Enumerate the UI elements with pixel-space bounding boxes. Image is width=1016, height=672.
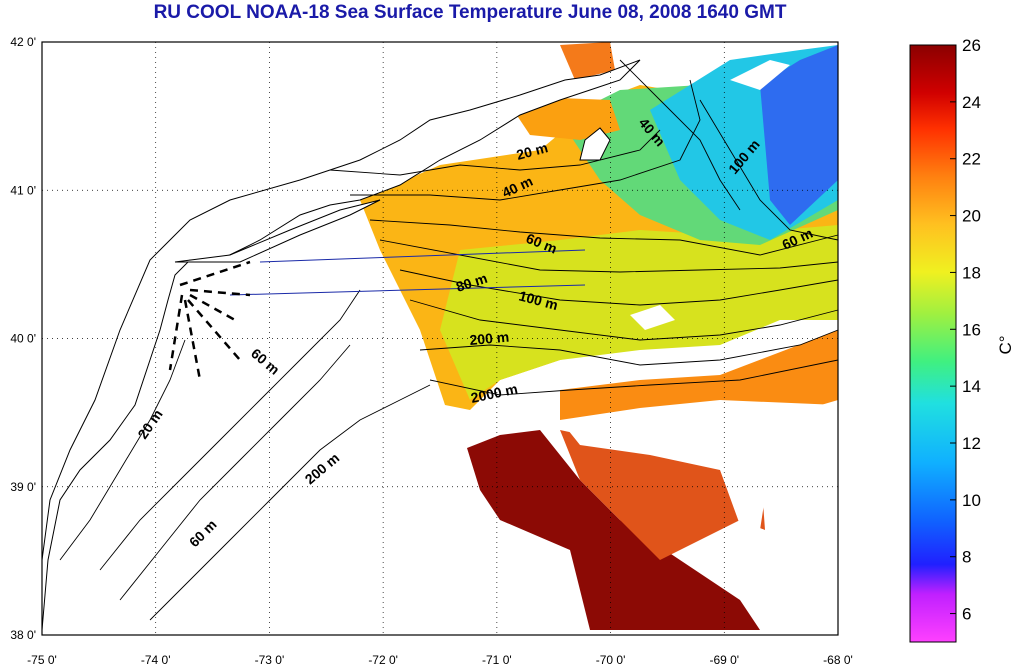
dashed-lines	[168, 260, 251, 381]
isobath-label: 60 m	[186, 516, 220, 550]
colorbar-tick-label: 20	[962, 207, 981, 226]
long-island	[174, 199, 381, 263]
colorbar-tick-label: 24	[962, 93, 981, 112]
colorbar-tick-label: 18	[962, 263, 981, 282]
latitude-tick-label: 42 0'	[10, 35, 36, 49]
colorbar	[909, 44, 957, 643]
colorbar-tick-label: 26	[962, 36, 981, 55]
latitude-tick-label: 41 0'	[10, 183, 36, 197]
isobaths	[59, 59, 839, 621]
sst-blue-east	[760, 45, 838, 225]
longitude-tick-label: -68 0'	[823, 653, 853, 667]
colorbar-tick-label: 12	[962, 434, 981, 453]
longitude-tick-label: -72 0'	[368, 653, 398, 667]
latitude-ticks: 42 0' 41 0' 40 0' 39 0' 38 0'	[10, 35, 36, 642]
isobath-label: 20 m	[134, 406, 165, 441]
map-title: RU COOL NOAA-18 Sea Surface Temperature …	[153, 2, 787, 23]
latitude-tick-label: 38 0'	[10, 628, 36, 642]
colorbar-tick-label: 10	[962, 491, 981, 510]
colorbar-tick-label: 16	[962, 320, 981, 339]
colorbar-ticks: 26 24 22 20 18 16 14 12 10 8 6	[950, 36, 981, 624]
transect-lines	[229, 249, 586, 296]
isobath-label: 60 m	[248, 345, 283, 378]
latitude-tick-label: 40 0'	[10, 332, 36, 346]
latitude-tick-label: 39 0'	[10, 480, 36, 494]
longitude-tick-label: -75 0'	[27, 653, 57, 667]
cloud-gaps	[560, 60, 838, 530]
isobath-label: 200 m	[302, 450, 343, 488]
colorbar-tick-label: 8	[962, 548, 971, 567]
mainland-coast	[41, 59, 641, 631]
map-frame	[41, 41, 839, 636]
longitude-tick-label: -69 0'	[709, 653, 739, 667]
longitude-tick-label: -70 0'	[596, 653, 626, 667]
coastline	[41, 59, 641, 631]
colorbar-tick-label: 22	[962, 150, 981, 169]
colorbar-tick-label: 14	[962, 377, 981, 396]
isobath-label: 200 m	[469, 329, 510, 348]
colorbar-tick-label: 6	[962, 605, 971, 624]
colorbar-unit-label: C°	[996, 335, 1015, 354]
cape-cod	[579, 127, 611, 161]
longitude-ticks: -75 0' -74 0' -73 0' -72 0' -71 0' -70 0' -69 …	[27, 653, 853, 667]
longitude-tick-label: -73 0'	[255, 653, 285, 667]
longitude-tick-label: -71 0'	[482, 653, 512, 667]
sst-ne-patch	[560, 42, 615, 80]
sst-gulfstream	[467, 430, 760, 630]
isobath-label: 20 m	[515, 139, 550, 163]
longitude-tick-label: -74 0'	[141, 653, 171, 667]
